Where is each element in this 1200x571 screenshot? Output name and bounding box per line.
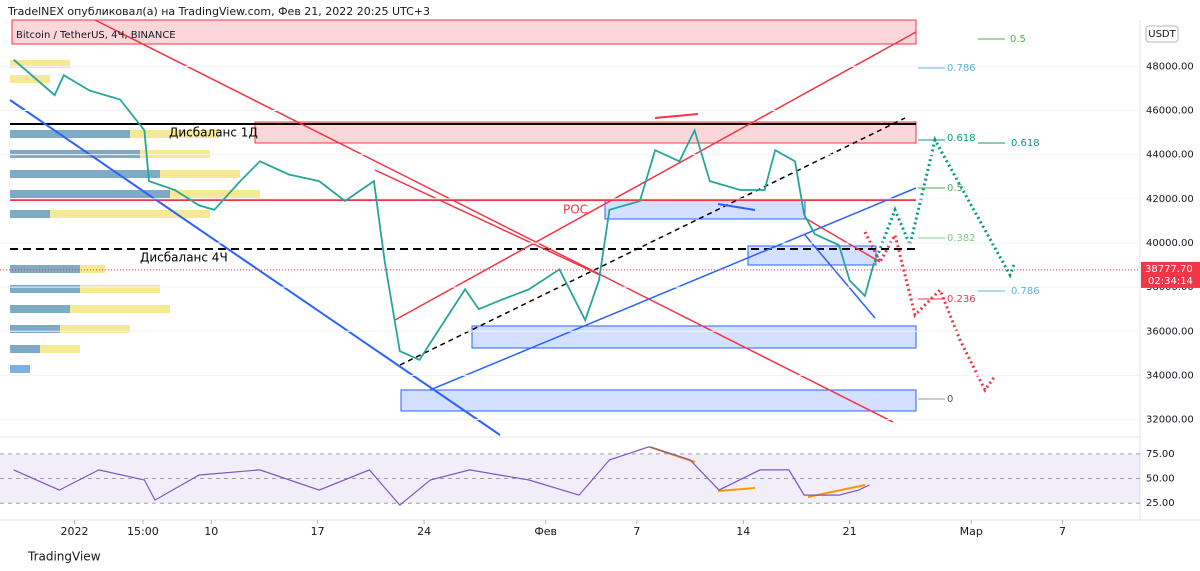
publisher: TradelNEX опубликовал(а) на TradingView.… [7,5,430,18]
y-tick-label: 34000.00 [1146,370,1194,381]
price-line [13,59,875,362]
y-tick-label: 36000.00 [1146,326,1194,337]
annotation: POC [563,203,588,217]
y-tick-label: 46000.00 [1146,106,1194,117]
last-price: 38777.70 [1145,264,1193,275]
last-price-box [1141,261,1200,288]
x-tick-label: 15:00 [127,525,159,538]
x-tick-label: Мар [960,525,983,538]
x-tick-label: 7 [633,525,640,538]
currency: USDT [1148,29,1176,40]
y-tick-label: 50.00 [1146,474,1175,485]
y-tick-label: 32000.00 [1146,415,1194,426]
y-tick-label: 40000.00 [1146,238,1194,249]
fib-label: 0.5 [1010,34,1026,45]
volume-profile-blue [10,130,170,373]
x-tick-label: 7 [1059,525,1066,538]
x-tick-label: 14 [736,525,750,538]
symbol-title: Bitcoin / TetherUS, 4Ч, BINANCE [16,30,176,41]
y-tick-label: 48000.00 [1146,61,1194,72]
fib-label: 0.382 [947,233,976,244]
fib-label: 0 [947,394,953,405]
brand: TradingView [27,550,101,564]
fib-label: 0.618 [947,133,976,144]
annotation: Дисбаланс 1Д [169,126,258,140]
fib-label: 0.786 [1011,286,1040,297]
x-tick-label: 2022 [60,525,88,538]
y-tick-label: 44000.00 [1146,150,1194,161]
countdown: 02:34:14 [1148,276,1193,287]
y-tick-label: 75.00 [1146,449,1175,460]
fib-label: 0.786 [947,63,976,74]
y-tick-label: 25.00 [1146,498,1175,509]
y-tick-label: 42000.00 [1146,194,1194,205]
fib-label: 0.618 [1011,138,1040,149]
x-tick-label: Фев [534,525,557,538]
annotation: Дисбаланс 4Ч [140,251,228,265]
x-tick-label: 24 [417,525,431,538]
fib-label: 0.236 [947,294,976,305]
x-tick-label: 17 [311,525,325,538]
rsi-line [13,446,870,507]
fib-label: 0.5 [947,183,963,194]
x-tick-label: 21 [843,525,857,538]
x-tick-label: 10 [204,525,218,538]
